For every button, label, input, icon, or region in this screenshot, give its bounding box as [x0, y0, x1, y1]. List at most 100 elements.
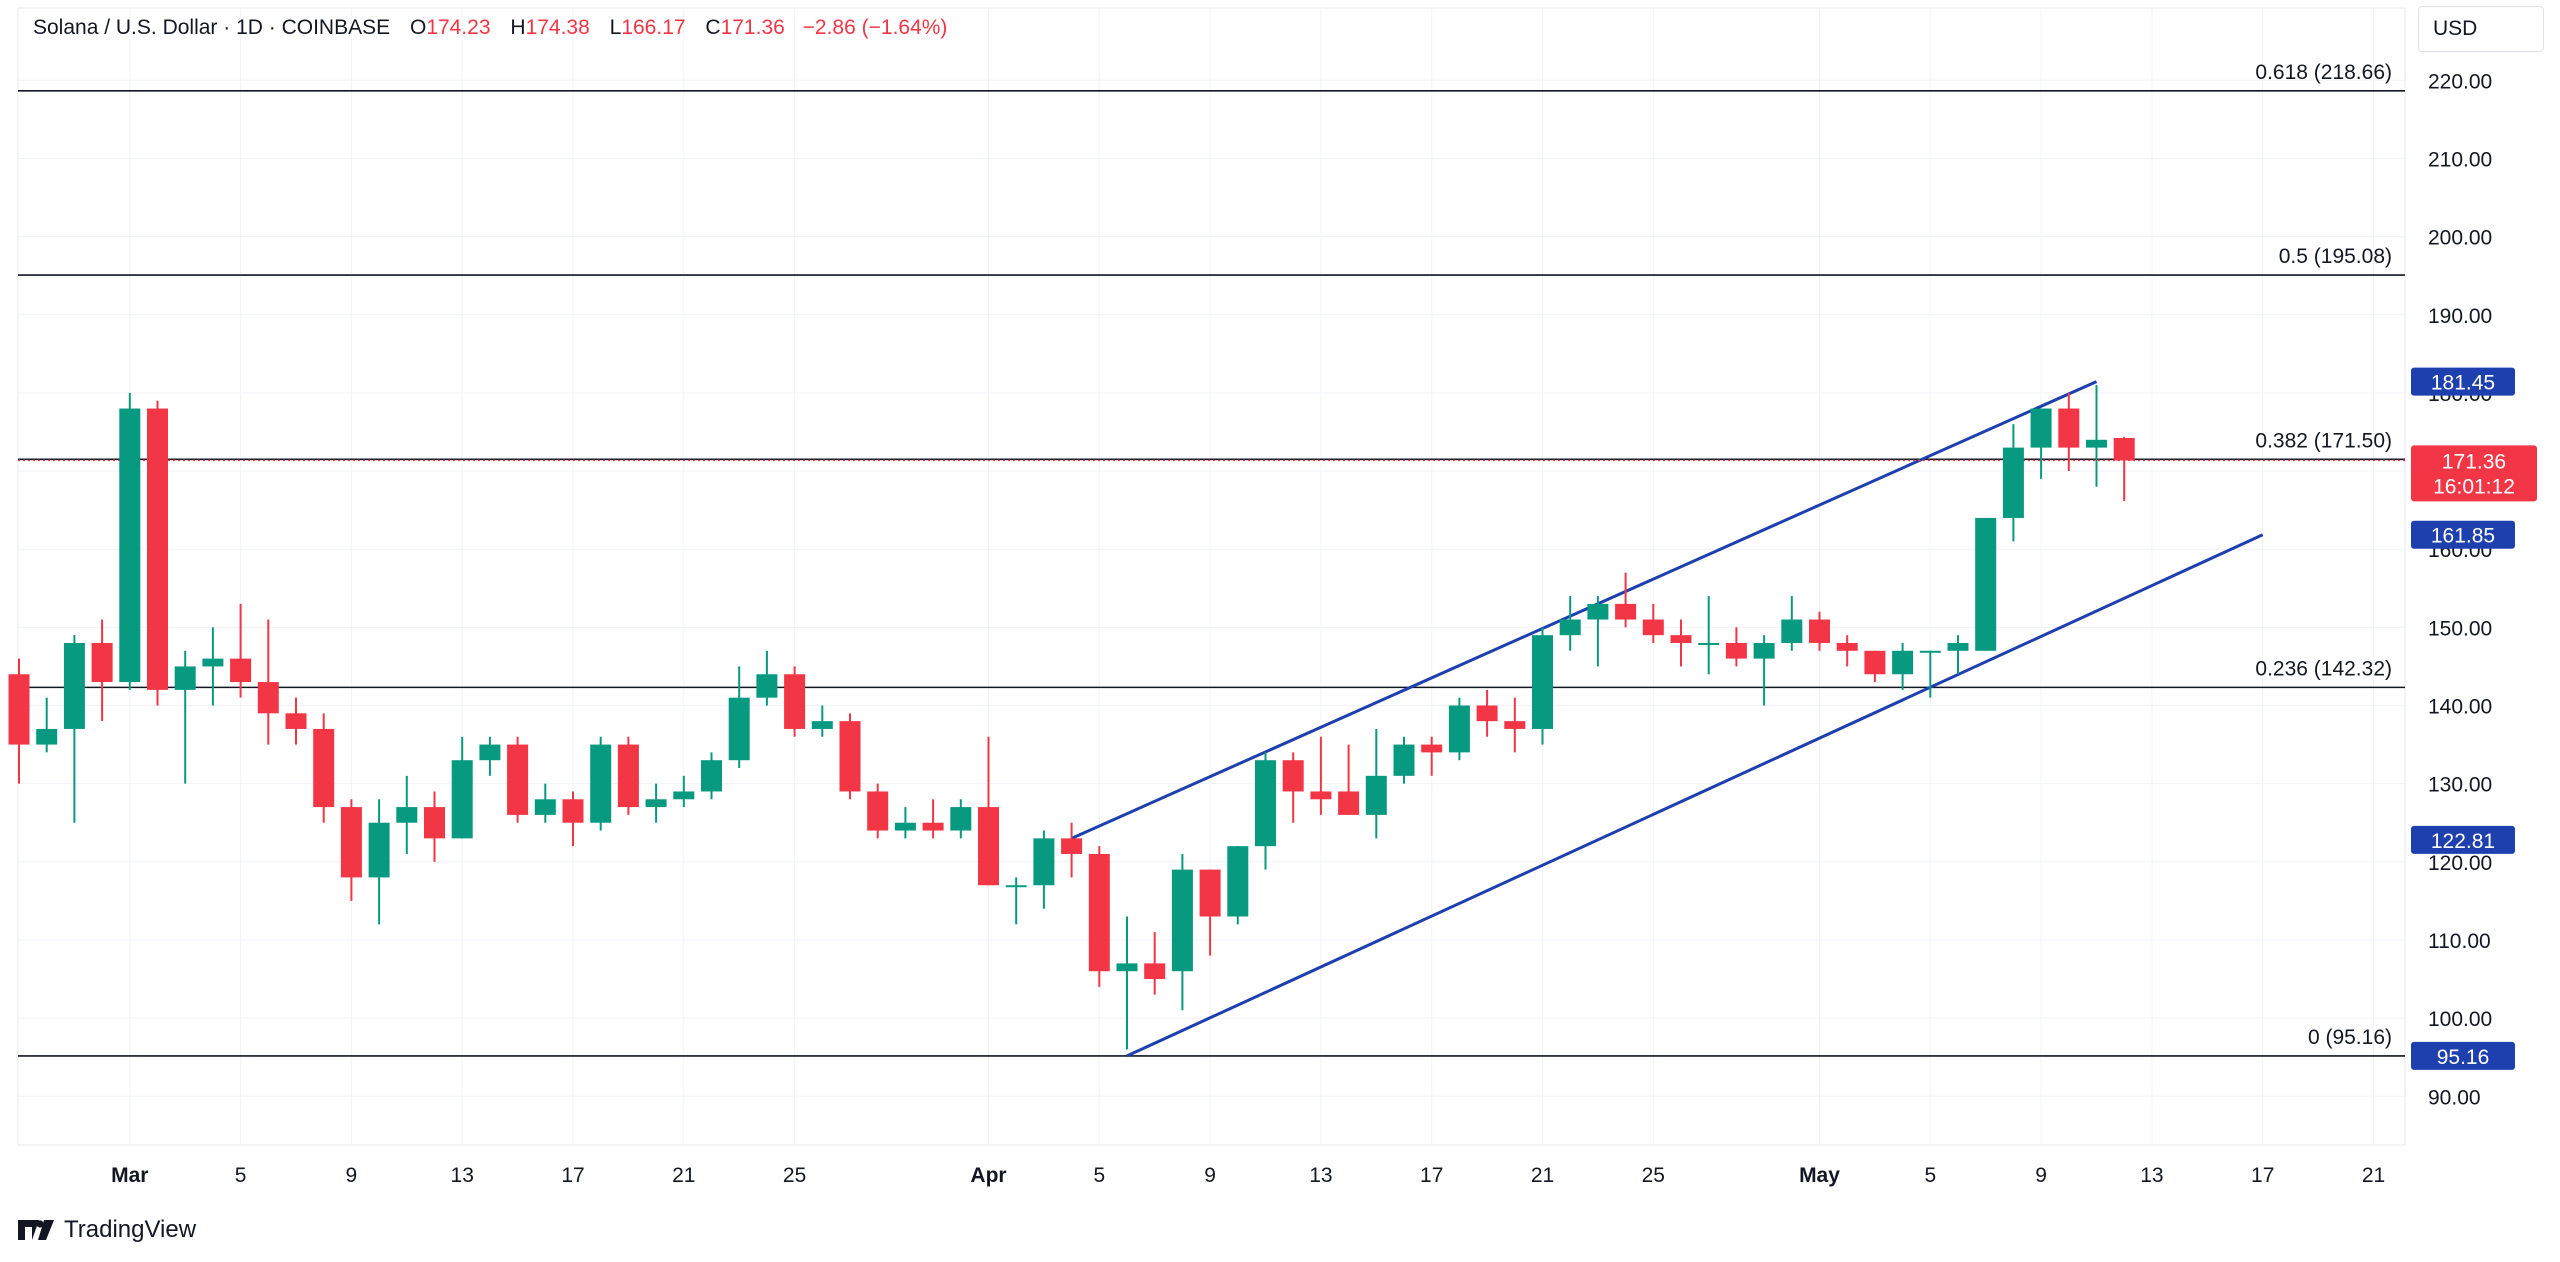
candle-body	[2113, 437, 2135, 461]
candle-body	[1476, 705, 1498, 722]
candle-body	[2030, 408, 2052, 448]
candle-body	[2058, 408, 2080, 448]
candle-body	[1116, 963, 1138, 972]
candle-body	[8, 674, 30, 745]
candle-body	[202, 658, 224, 667]
candle-body	[1365, 775, 1387, 815]
candle-body	[91, 642, 113, 683]
x-tick-label: Apr	[970, 1164, 1006, 1187]
candle-body	[811, 721, 833, 729]
y-tick-label: 140.00	[2428, 696, 2492, 719]
symbol-title: Solana / U.S. Dollar · 1D · COINBASE	[33, 16, 391, 39]
x-tick-label: 21	[672, 1164, 695, 1187]
candle-body	[1559, 619, 1581, 636]
candle-body	[1255, 760, 1276, 847]
candle-body	[1088, 853, 1110, 972]
candle-body	[396, 807, 418, 823]
candle-body	[1393, 744, 1415, 776]
candle-body	[673, 791, 695, 800]
candle-body	[1947, 642, 1969, 651]
x-tick-label: 25	[1642, 1164, 1665, 1187]
x-tick-label: 13	[2140, 1164, 2163, 1187]
x-tick-label: 5	[235, 1164, 247, 1187]
candle-body	[1587, 603, 1609, 620]
candle-body	[534, 799, 556, 815]
candle-body	[1227, 846, 1249, 917]
x-tick-label: 17	[561, 1164, 584, 1187]
low-label: L	[609, 16, 622, 39]
x-tick-label: 9	[346, 1164, 358, 1187]
plot-frame	[17, 7, 2406, 1146]
candle-body	[1144, 963, 1166, 980]
candle-body	[756, 674, 778, 698]
open-value: 174.23	[426, 16, 491, 39]
x-tick-label: 17	[2251, 1164, 2274, 1187]
x-tick-label: 9	[2035, 1164, 2047, 1187]
tradingview-logo[interactable]: TradingView	[18, 1216, 196, 1244]
x-tick-label: 13	[451, 1164, 474, 1187]
high-value: 174.38	[525, 16, 590, 39]
candle-body	[1615, 603, 1637, 620]
candle-body	[1836, 642, 1858, 651]
candle-body	[1670, 635, 1692, 643]
candle-body	[590, 744, 612, 823]
channel-lower-line	[1126, 533, 2264, 1058]
x-tick-label: 5	[1924, 1164, 1936, 1187]
x-tick-label: 25	[783, 1164, 806, 1187]
tradingview-logo-icon	[18, 1220, 54, 1240]
y-tick-label: 220.00	[2428, 70, 2492, 93]
candle-body	[1061, 838, 1083, 854]
candle-body	[1171, 869, 1193, 972]
high-label: H	[510, 16, 526, 39]
candle-body	[1753, 642, 1775, 659]
candle-body	[1421, 744, 1443, 753]
candle-body	[1532, 635, 1553, 729]
y-tick-label: 150.00	[2428, 617, 2492, 640]
candle-body	[1005, 885, 1027, 888]
candle-body	[1282, 760, 1304, 792]
candle-body	[784, 674, 806, 729]
candle-body	[424, 807, 445, 839]
candle-body	[562, 799, 584, 823]
price-badge-label: 161.85	[2431, 525, 2495, 548]
open-label: O	[409, 16, 427, 39]
y-tick-label: 120.00	[2428, 852, 2492, 875]
candle-body	[1338, 791, 1360, 815]
candle-body	[147, 408, 168, 690]
currency-button[interactable]: USD	[2418, 6, 2544, 52]
y-tick-label: 100.00	[2428, 1008, 2492, 1031]
candle-body	[340, 807, 362, 878]
candle-body	[950, 807, 972, 831]
price-badge-label: 122.81	[2431, 830, 2495, 853]
price-badge-label: 181.45	[2431, 372, 2495, 395]
candle-body	[1642, 619, 1664, 636]
candle-body	[451, 760, 473, 839]
x-tick-label: 21	[2362, 1164, 2385, 1187]
candle-body	[839, 721, 861, 792]
candle-body	[922, 822, 944, 831]
close-label: C	[705, 16, 721, 39]
channel-upper-line	[1070, 380, 2098, 840]
candle-body	[701, 760, 722, 792]
symbol-legend: Solana / U.S. Dollar · 1D · COINBASE O17…	[33, 16, 947, 40]
candle-body	[1919, 650, 1941, 653]
last-price-label: 171.36	[2442, 450, 2506, 473]
candle-body	[1199, 869, 1221, 917]
brand-name: TradingView	[64, 1216, 197, 1243]
candle-body	[313, 728, 335, 808]
candle-body	[36, 728, 58, 745]
y-tick-label: 200.00	[2428, 227, 2492, 250]
close-value: 171.36	[720, 16, 785, 39]
fib-level-label: 0.382 (171.50)	[2255, 429, 2392, 452]
candle-body	[257, 682, 279, 714]
candle-body	[1892, 650, 1914, 675]
y-tick-label: 190.00	[2428, 305, 2492, 328]
fib-level-label: 0 (95.16)	[2308, 1026, 2392, 1049]
price-badge-label: 95.16	[2437, 1046, 2490, 1069]
candle-body	[728, 697, 750, 761]
x-tick-label: 9	[1204, 1164, 1216, 1187]
x-tick-label: 13	[1309, 1164, 1332, 1187]
change-value: −2.86 (−1.64%)	[802, 16, 948, 39]
last-price-badge	[2411, 445, 2537, 502]
